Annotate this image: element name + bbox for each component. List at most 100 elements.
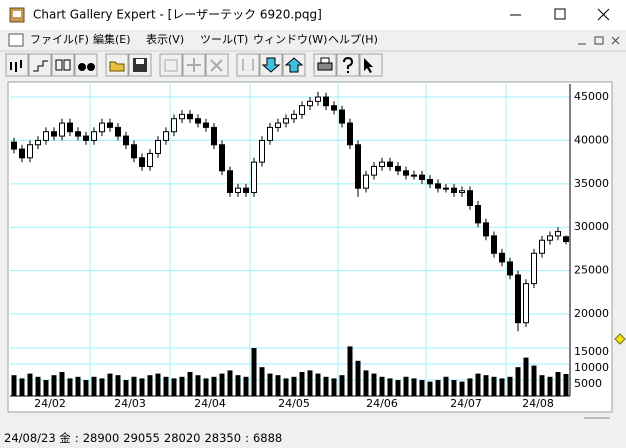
candle-body (91, 131, 97, 141)
volume-bar (323, 376, 329, 396)
volume-bar (459, 381, 465, 396)
doc-icon (8, 33, 24, 47)
volume-bar (523, 357, 529, 396)
close-button[interactable] (597, 8, 610, 21)
candle-body (523, 283, 529, 324)
menu-item[interactable]: ウィンドウ(W) (253, 33, 327, 46)
volume-bar (419, 380, 425, 396)
volume-bar (19, 378, 25, 396)
candle-body (323, 96, 329, 107)
app-icon (9, 7, 25, 23)
candle-body (147, 152, 153, 167)
candle-body (315, 96, 321, 102)
candle-body (107, 122, 113, 128)
volume-bar (563, 373, 569, 396)
y2-tick-label: 5000 (574, 377, 602, 390)
menu-item[interactable]: 表示(V) (146, 32, 184, 46)
maximize-button[interactable] (554, 8, 566, 20)
y-tick-label: 25000 (574, 264, 609, 277)
volume-bar (251, 348, 257, 396)
candle-body (11, 141, 17, 150)
volume-bar (131, 376, 137, 396)
candle-body (491, 235, 497, 254)
tool-props[interactable] (159, 53, 183, 77)
candle-body (99, 122, 105, 133)
menu-item[interactable]: ツール(T) (200, 33, 248, 46)
volume-bar (171, 378, 177, 396)
candle-body (403, 170, 409, 176)
splitter-handle[interactable] (614, 333, 626, 345)
status-field: 28020 (164, 431, 201, 445)
volume-bar (451, 380, 457, 396)
volume-bar (203, 378, 209, 396)
volume-bar (355, 360, 361, 396)
volume-bar (27, 373, 33, 396)
x-tick-label: 24/06 (366, 397, 398, 410)
mdi-close[interactable] (611, 36, 620, 45)
volume-bar (395, 380, 401, 396)
volume-bar (83, 380, 89, 396)
y-tick-label: 20000 (574, 307, 609, 320)
candle-body (67, 122, 73, 133)
candle-body (387, 161, 393, 167)
status-field: 29055 (123, 431, 160, 445)
volume-bar (99, 378, 105, 396)
volume-bar (315, 373, 321, 396)
candle-body (467, 190, 473, 207)
volume-bar (379, 376, 385, 396)
volume-bar (547, 376, 553, 396)
x-tick-label: 24/02 (34, 397, 66, 410)
volume-bar (291, 376, 297, 396)
candle-body (475, 205, 481, 224)
status-field: 24/08/23 金 (4, 431, 71, 445)
menu-item[interactable]: 編集(E) (93, 32, 131, 46)
volume-bar (123, 380, 129, 396)
y-tick-label: 40000 (574, 133, 609, 146)
volume-bar (195, 375, 201, 396)
candle-body (411, 174, 417, 177)
menu-item[interactable]: ヘルプ(H) (328, 33, 378, 46)
volume-bar (491, 376, 497, 396)
candle-body (83, 135, 89, 141)
toolbar (5, 53, 383, 77)
volume-bar (483, 375, 489, 396)
volume-bar (227, 370, 233, 396)
menu-item[interactable]: ファイル(F) (30, 33, 89, 46)
candle-body (75, 131, 81, 137)
candle-body (115, 126, 121, 137)
tool-bars[interactable] (51, 53, 75, 77)
candle-body (331, 105, 337, 111)
candle-body (539, 239, 545, 254)
volume-bar (35, 376, 41, 396)
volume-bar (499, 378, 505, 396)
tool-step[interactable] (28, 53, 52, 77)
y2-tick-label: 15000 (574, 345, 609, 358)
candle-body (43, 131, 49, 141)
candle-body (531, 252, 537, 285)
candle-body (443, 187, 449, 190)
volume-bar (283, 378, 289, 396)
candle-body (555, 231, 561, 237)
candle-body (483, 222, 489, 237)
candle-body (227, 170, 233, 193)
candle-body (235, 187, 241, 193)
candle-body (347, 122, 353, 146)
tool-sort[interactable] (236, 53, 260, 77)
candle-body (451, 187, 457, 193)
y-tick-label: 45000 (574, 90, 609, 103)
volume-bar (275, 375, 281, 396)
volume-bar (403, 376, 409, 396)
candle-body (363, 174, 369, 189)
volume-bar (187, 372, 193, 396)
x-tick-label: 24/03 (114, 397, 146, 410)
candle-body (283, 118, 289, 124)
candle-body (275, 122, 281, 128)
volume-bar (331, 378, 337, 396)
volume-bar (411, 378, 417, 396)
status-field: 28900 (83, 431, 120, 445)
volume-bar (371, 373, 377, 396)
mdi-restore[interactable] (594, 36, 604, 45)
volume-bar (267, 373, 273, 396)
volume-bar (307, 370, 313, 396)
